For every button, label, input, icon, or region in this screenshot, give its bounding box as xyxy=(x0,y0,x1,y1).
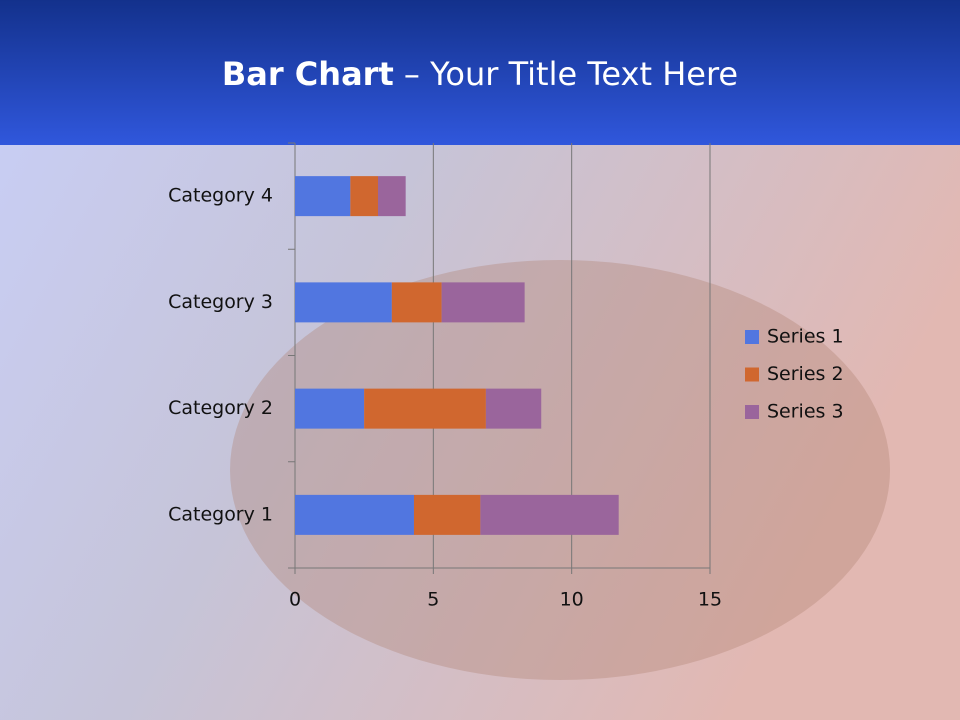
bar-segment xyxy=(391,282,442,323)
slide-title: Bar Chart – Your Title Text Here xyxy=(222,55,738,93)
header-band xyxy=(0,0,960,145)
y-tick-label: Category 4 xyxy=(168,185,273,207)
legend-swatch xyxy=(745,405,759,419)
x-tick-label: 15 xyxy=(698,589,722,611)
bar-segment xyxy=(413,494,481,535)
bar-segment xyxy=(480,494,619,535)
bar-segment xyxy=(485,388,542,429)
plot: 0 5 10 15 Category 1 Category 2 Category 3 Cate… xyxy=(168,142,844,611)
legend-label: Series 1 xyxy=(767,326,844,348)
y-tick-label: Category 1 xyxy=(168,503,273,525)
legend-swatch xyxy=(745,330,759,344)
bar-segment xyxy=(350,176,378,217)
x-tick-label: 5 xyxy=(427,589,439,611)
bar-segment xyxy=(441,282,525,323)
title-bold: Bar Chart xyxy=(222,55,394,93)
bar-segment xyxy=(295,282,392,323)
background-image xyxy=(230,260,890,680)
legend-label: Series 2 xyxy=(767,363,844,385)
bar-segment xyxy=(295,176,351,217)
bar-segment xyxy=(295,494,414,535)
bar-segment xyxy=(364,388,486,429)
bar-segment xyxy=(295,388,365,429)
title-rest: – Your Title Text Here xyxy=(404,55,738,93)
x-tick-label: 10 xyxy=(560,589,584,611)
y-tick-label: Category 3 xyxy=(168,291,273,313)
legend-label: Series 3 xyxy=(767,401,844,423)
y-tick-label: Category 2 xyxy=(168,397,273,419)
bar-segment xyxy=(378,176,406,217)
x-tick-label: 0 xyxy=(289,589,301,611)
legend-swatch xyxy=(745,367,759,382)
